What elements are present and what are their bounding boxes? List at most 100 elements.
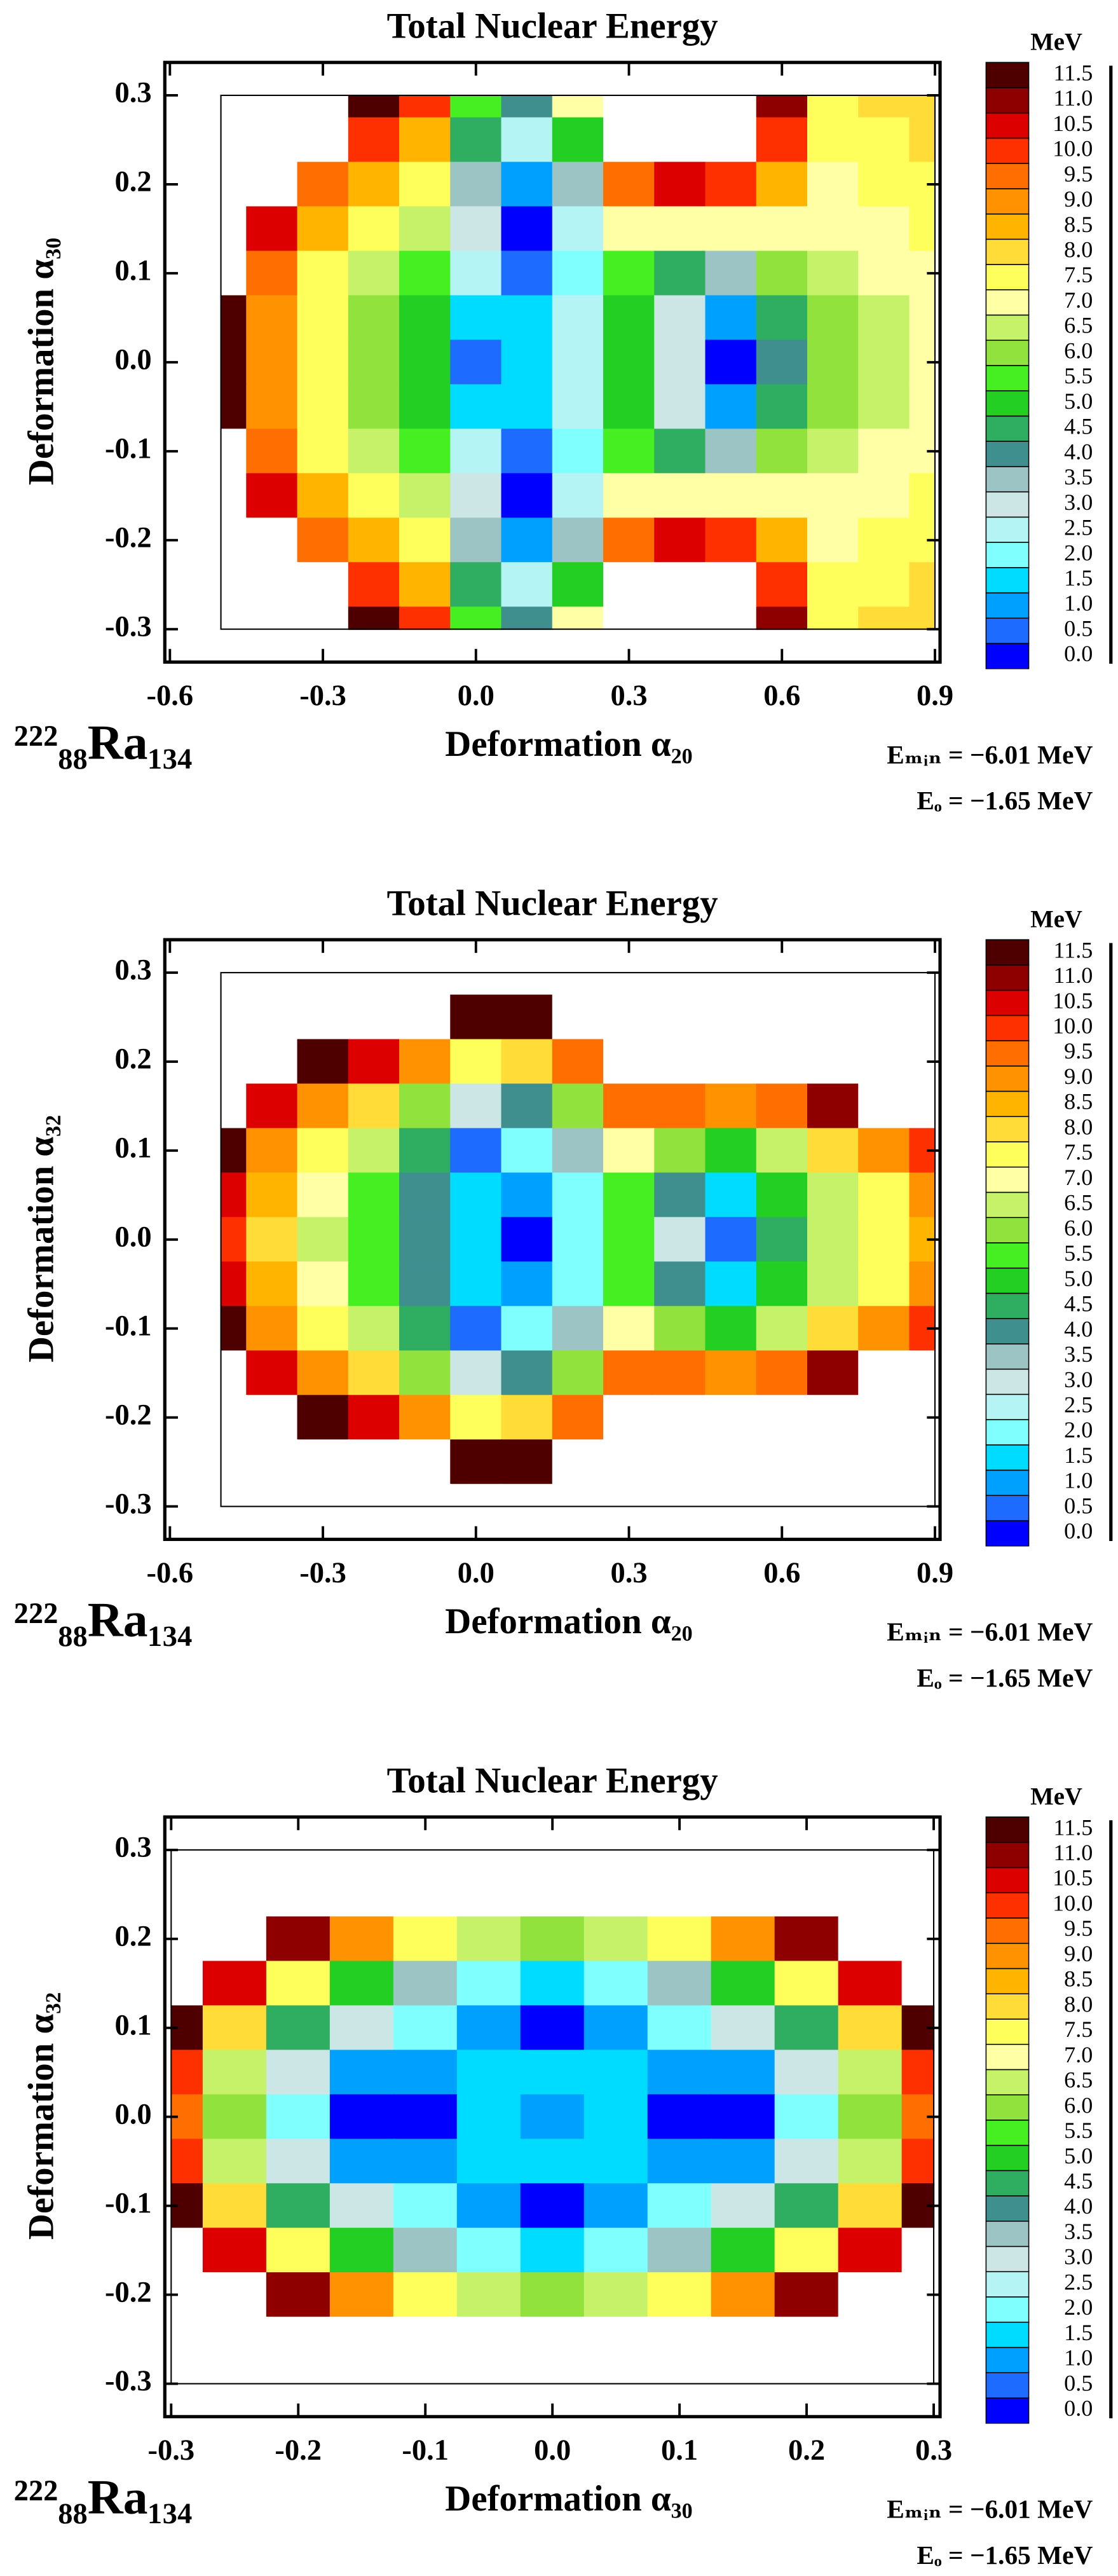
energy-cell bbox=[221, 1128, 247, 1174]
energy-cell bbox=[297, 473, 350, 519]
energy-cell bbox=[450, 994, 503, 1041]
energy-cell bbox=[705, 1484, 758, 1507]
energy-cell bbox=[399, 1261, 451, 1307]
energy-cell bbox=[520, 2361, 585, 2385]
colorbar-label: 9.5 bbox=[1064, 1038, 1093, 1064]
energy-cell bbox=[266, 2050, 331, 2095]
energy-cell bbox=[221, 1350, 247, 1396]
colorbar-swatch bbox=[985, 2018, 1030, 2045]
energy-cell bbox=[202, 2228, 268, 2273]
energy-cell bbox=[348, 206, 400, 252]
energy-cell bbox=[393, 2317, 458, 2362]
energy-cell bbox=[647, 2361, 712, 2385]
energy-cell bbox=[756, 562, 808, 608]
energy-cell bbox=[348, 1484, 400, 1507]
energy-cell bbox=[756, 95, 808, 119]
energy-cell bbox=[756, 384, 808, 430]
energy-cell bbox=[501, 117, 554, 163]
colorbar-swatch bbox=[985, 989, 1030, 1017]
energy-cell bbox=[501, 473, 554, 519]
energy-cell bbox=[221, 562, 247, 608]
energy-cell bbox=[654, 1039, 707, 1085]
annotation: Eₒ = −1.65 MeV bbox=[917, 1663, 1093, 1692]
colorbar-label: 9.0 bbox=[1064, 1941, 1093, 1966]
colorbar-swatch bbox=[985, 1292, 1030, 1319]
energy-cell bbox=[552, 384, 604, 430]
energy-cell bbox=[756, 1439, 808, 1485]
energy-cell bbox=[774, 1872, 840, 1918]
colorbar-swatch bbox=[985, 516, 1030, 543]
colorbar-label: 7.0 bbox=[1064, 1165, 1093, 1190]
energy-cell bbox=[221, 95, 247, 119]
energy-cell bbox=[583, 2094, 649, 2140]
energy-cell bbox=[202, 2139, 268, 2184]
energy-cell bbox=[202, 1849, 268, 1874]
energy-cell bbox=[858, 428, 911, 474]
energy-cell bbox=[909, 384, 936, 430]
energy-cell bbox=[909, 1172, 936, 1218]
energy-cell bbox=[501, 384, 554, 430]
energy-cell bbox=[246, 1217, 299, 1263]
colorbar-label: 5.5 bbox=[1064, 1240, 1093, 1266]
energy-cell bbox=[858, 1395, 911, 1441]
energy-cell bbox=[501, 606, 554, 630]
energy-cell bbox=[450, 1172, 503, 1218]
energy-cell bbox=[221, 1439, 247, 1485]
energy-cell bbox=[603, 1484, 655, 1507]
energy-cell bbox=[756, 1128, 808, 1174]
energy-cell bbox=[858, 1261, 911, 1307]
colorbar-label: 10.0 bbox=[1053, 136, 1093, 161]
x-tick-label: -0.3 bbox=[147, 2434, 194, 2467]
energy-cell bbox=[909, 994, 936, 1041]
energy-cell bbox=[807, 994, 859, 1041]
energy-cell bbox=[858, 972, 911, 996]
y-tick-label: 0.3 bbox=[114, 954, 151, 987]
energy-cell bbox=[705, 1128, 758, 1174]
energy-cell bbox=[711, 2094, 776, 2140]
energy-cell bbox=[552, 1217, 604, 1263]
colorbar-label: 1.5 bbox=[1064, 1442, 1093, 1468]
energy-cell bbox=[647, 1872, 712, 1918]
energy-cell bbox=[202, 1961, 268, 2006]
colorbar-unit: MeV bbox=[1030, 29, 1082, 56]
energy-cell bbox=[450, 428, 503, 474]
energy-cell bbox=[705, 206, 758, 252]
energy-cell bbox=[246, 161, 299, 208]
energy-cell bbox=[297, 1217, 350, 1263]
energy-cell bbox=[348, 1128, 400, 1174]
colorbar-label: 7.0 bbox=[1064, 287, 1093, 313]
energy-cell bbox=[221, 1083, 247, 1129]
energy-cell bbox=[266, 1872, 331, 1918]
annotation: Eₘᵢₙ = −6.01 MeV bbox=[887, 740, 1093, 769]
energy-cell bbox=[838, 2183, 903, 2229]
colorbar-swatch bbox=[985, 2144, 1030, 2172]
colorbar-label: 0.5 bbox=[1064, 615, 1093, 641]
x-tick-label: 0.6 bbox=[763, 680, 800, 712]
energy-cell bbox=[705, 95, 758, 119]
energy-cell bbox=[858, 117, 911, 163]
colorbar-label: 6.5 bbox=[1064, 313, 1093, 338]
energy-cell bbox=[246, 1439, 299, 1485]
energy-cell bbox=[838, 1916, 903, 1962]
energy-cell bbox=[450, 1484, 503, 1507]
energy-cell bbox=[246, 473, 299, 519]
energy-cell bbox=[348, 384, 400, 430]
energy-cell bbox=[654, 972, 707, 996]
y-tick-label: 0.1 bbox=[114, 255, 151, 287]
energy-cell bbox=[450, 606, 503, 630]
energy-cell bbox=[266, 2228, 331, 2273]
energy-cell bbox=[393, 2094, 458, 2140]
energy-cell bbox=[603, 473, 655, 519]
energy-cell bbox=[756, 517, 808, 563]
energy-cell bbox=[520, 2050, 585, 2095]
energy-cell bbox=[909, 95, 936, 119]
energy-cell bbox=[450, 1350, 503, 1396]
colorbar-swatch bbox=[985, 1166, 1030, 1193]
y-tick-label: -0.2 bbox=[105, 1399, 152, 1431]
energy-cell bbox=[858, 473, 911, 519]
energy-cell bbox=[583, 1961, 649, 2006]
energy-cell bbox=[756, 1039, 808, 1085]
energy-cell bbox=[348, 339, 400, 385]
energy-cell bbox=[552, 1439, 604, 1485]
